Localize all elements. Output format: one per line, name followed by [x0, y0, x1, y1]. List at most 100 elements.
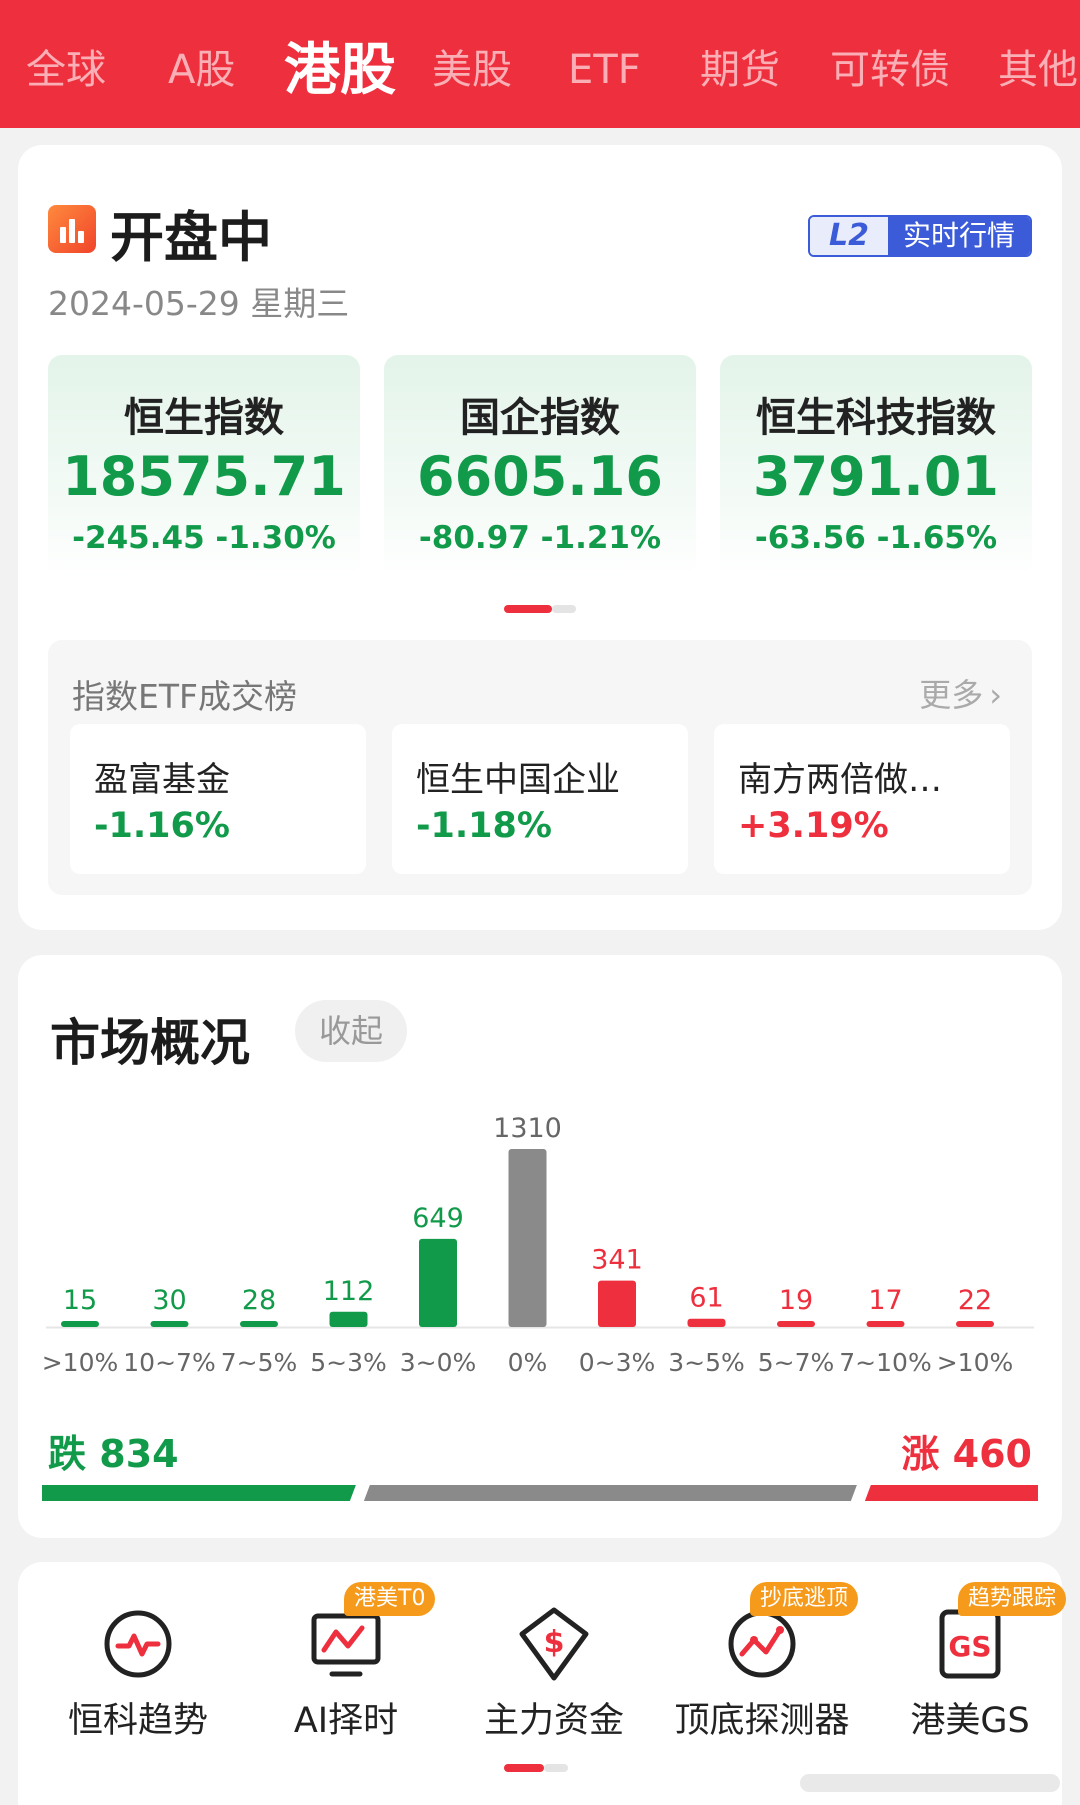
index-change: -245.45 -1.30% [72, 520, 336, 556]
chart-bar [777, 1321, 815, 1327]
index-card-hscei[interactable]: 国企指数 6605.16 -80.97 -1.21% [384, 355, 696, 577]
etf-ranking-title: 指数ETF成交榜 [72, 677, 297, 716]
chart-category-label: 0% [508, 1348, 548, 1377]
dollar-diamond-icon: $ [519, 1607, 589, 1681]
etf-name: 恒生中国企业 [416, 760, 620, 800]
tool-label: AI择时 [293, 1701, 399, 1741]
chart-bar [150, 1321, 189, 1327]
index-card-hsi[interactable]: 恒生指数 18575.71 -245.45 -1.30% [48, 355, 360, 577]
index-value: 3791.01 [753, 445, 999, 508]
svg-text:$: $ [544, 1625, 565, 1660]
chart-category-label: 3~5% [668, 1348, 745, 1377]
l2-realtime-badge[interactable]: L2 实时行情 [808, 215, 1032, 257]
chart-data-label: 15 [63, 1285, 97, 1316]
tool-hk-us-gs[interactable]: GS 趋势跟踪 港美GS [866, 1562, 1074, 1762]
chart-bar [508, 1149, 547, 1327]
more-link[interactable]: 更多 › [919, 670, 1002, 716]
market-overview-card: 市场概况 收起 15 >10% 30 10~7% 28 7~5% 112 5~3% 649 3~0… [18, 955, 1062, 1538]
etf-item[interactable]: 恒生中国企业 -1.18% [392, 724, 688, 874]
chart-category-label: >10% [42, 1348, 119, 1377]
tab-a-share[interactable]: A股 [168, 47, 236, 93]
market-status-title: 开盘中 [110, 206, 272, 269]
etf-ranking-panel: 指数ETF成交榜 更多 › 盈富基金 -1.16% 恒生中国企业 -1.18% 南… [48, 640, 1032, 895]
tab-convertible-bond[interactable]: 可转债 [830, 47, 950, 93]
chart-category-label: 10~7% [123, 1348, 215, 1377]
chart-data-label: 1310 [493, 1113, 562, 1144]
realtime-label: 实时行情 [888, 217, 1030, 255]
chevron-right-icon: › [989, 676, 1002, 714]
chart-data-label: 17 [868, 1285, 902, 1316]
candlestick-icon [48, 205, 96, 253]
chart-bar [598, 1280, 636, 1327]
tool-main-capital[interactable]: $ 主力资金 [450, 1562, 658, 1762]
chart-bar [61, 1321, 99, 1327]
fall-value: 834 [99, 1432, 179, 1476]
tool-tag: 趋势跟踪 [958, 1582, 1067, 1616]
market-date: 2024-05-29 星期三 [48, 284, 350, 323]
pager-dot [552, 605, 576, 613]
heartbeat-icon [104, 1610, 172, 1678]
chart-category-label: 5~7% [758, 1348, 835, 1377]
rise-label: 涨 [901, 1432, 940, 1476]
chart-data-label: 649 [412, 1203, 464, 1234]
tool-label: 港美GS [910, 1701, 1030, 1741]
more-label: 更多 [919, 676, 984, 714]
etf-item[interactable]: 南方两倍做… +3.19% [714, 724, 1010, 874]
chart-category-label: 7~5% [221, 1348, 298, 1377]
chart-bar [866, 1321, 905, 1327]
fall-count: 跌 834 [48, 1423, 179, 1478]
distribution-bar-up [864, 1485, 1038, 1501]
tool-top-bottom-detector[interactable]: 抄底逃顶 顶底探测器 [658, 1562, 866, 1762]
tab-etf[interactable]: ETF [568, 47, 641, 93]
tool-ai-timing[interactable]: 港美T0 AI择时 [242, 1562, 450, 1762]
tool-label: 顶底探测器 [674, 1701, 850, 1741]
tab-global[interactable]: 全球 [26, 47, 106, 93]
chart-data-label: 112 [323, 1276, 375, 1307]
tool-label: 恒科趋势 [67, 1701, 208, 1741]
chart-bar [956, 1321, 994, 1327]
index-name: 恒生科技指数 [756, 395, 996, 441]
market-tab-bar: 全球 A股 港股 美股 ETF 期货 可转债 其他 [0, 0, 1080, 128]
index-change: -63.56 -1.65% [754, 520, 998, 556]
index-card-hstech[interactable]: 恒生科技指数 3791.01 -63.56 -1.65% [720, 355, 1032, 577]
etf-pct: -1.18% [416, 806, 552, 846]
pager-dot [544, 1764, 568, 1772]
tab-futures[interactable]: 期货 [700, 47, 780, 93]
tool-tag: 港美T0 [344, 1582, 436, 1616]
index-card: 开盘中 2024-05-29 星期三 L2 实时行情 恒生指数 18575.71… [18, 145, 1062, 930]
tool-label: 主力资金 [483, 1701, 624, 1741]
pager-dot-active [504, 1764, 544, 1772]
chart-data-label: 61 [689, 1283, 723, 1314]
index-value: 18575.71 [62, 445, 346, 508]
chart-bar [687, 1318, 726, 1327]
chart-data-label: 341 [591, 1245, 643, 1276]
etf-item[interactable]: 盈富基金 -1.16% [70, 724, 366, 874]
gs-document-icon: GS [939, 1609, 1001, 1679]
distribution-bar-down [42, 1485, 356, 1501]
chart-bar [329, 1311, 368, 1327]
tool-tag: 抄底逃顶 [750, 1582, 859, 1616]
chart-category-label: 7~10% [839, 1348, 931, 1377]
market-overview-title: 市场概况 [50, 1014, 250, 1072]
index-value: 6605.16 [417, 445, 663, 508]
monitor-chart-icon [311, 1613, 381, 1677]
collapse-button[interactable]: 收起 [295, 1000, 407, 1062]
chart-bar [419, 1238, 457, 1327]
tab-us-stock[interactable]: 美股 [432, 47, 512, 93]
tab-hk-stock[interactable]: 港股 [284, 38, 396, 103]
chart-data-label: 30 [152, 1285, 186, 1316]
etf-name: 盈富基金 [94, 760, 230, 800]
chart-bar [240, 1321, 278, 1327]
gesture-indicator [800, 1774, 1060, 1792]
tool-hstech-trend[interactable]: 恒科趋势 [34, 1562, 242, 1762]
index-name: 恒生指数 [124, 395, 284, 441]
tools-card: 恒科趋势 港美T0 AI择时 $ 主力资金 抄底逃顶 顶底探测器 GS 趋势跟踪 [18, 1562, 1067, 1805]
etf-name: 南方两倍做… [738, 760, 942, 800]
tab-other[interactable]: 其他 [998, 47, 1078, 93]
chart-category-label: 0~3% [579, 1348, 656, 1377]
chart-data-label: 22 [958, 1285, 992, 1316]
index-change: -80.97 -1.21% [418, 520, 662, 556]
chart-category-label: >10% [937, 1348, 1014, 1377]
l2-label: L2 [810, 217, 888, 255]
wave-detector-icon [728, 1610, 796, 1678]
